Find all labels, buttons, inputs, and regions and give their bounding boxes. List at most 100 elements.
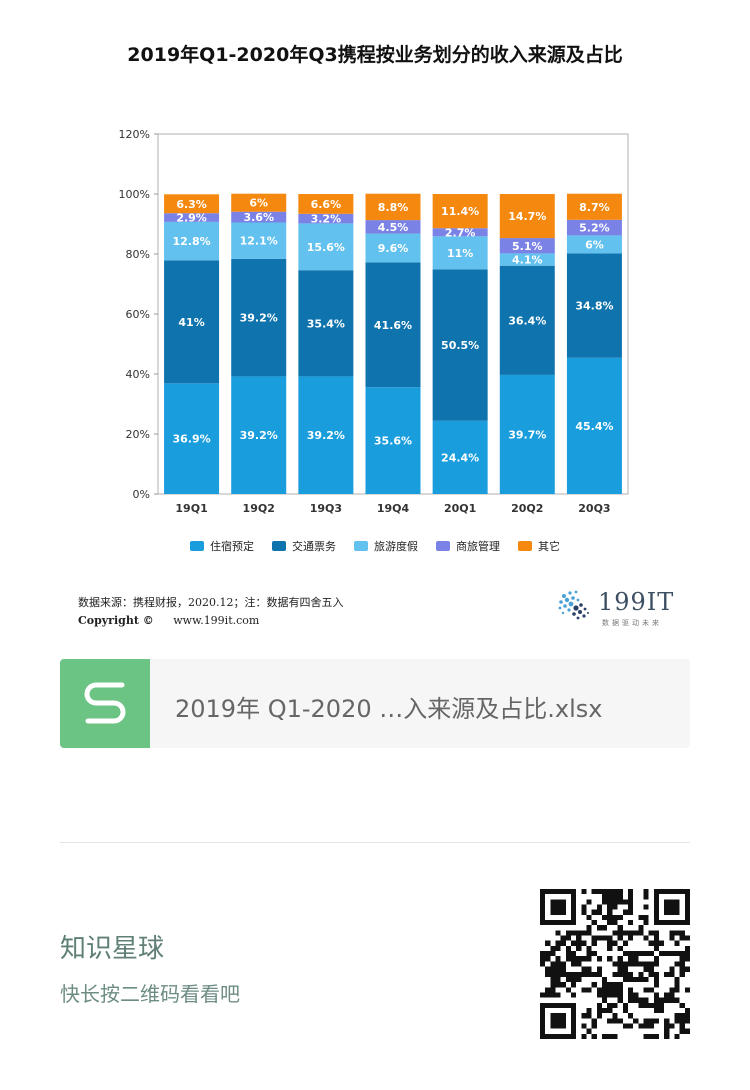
bar-segment — [432, 236, 488, 270]
data-label: 35.6% — [374, 435, 412, 448]
data-label: 5.1% — [512, 240, 543, 253]
data-label: 12.8% — [172, 235, 210, 248]
stacked-bar-chart: 0%20%40%60%80%100%120%36.9%41%12.8%2.9%6… — [119, 128, 629, 515]
bar-segment — [365, 193, 421, 221]
bar-segment — [365, 233, 421, 263]
chart-legend: 住宿预定 交通票务 旅游度假 商旅管理 其它 — [0, 538, 750, 554]
data-label: 12.1% — [240, 235, 278, 248]
data-label: 11% — [447, 247, 473, 260]
brand-logo: 199IT 数据驱动未来 — [556, 586, 686, 630]
bar-segment — [499, 194, 555, 239]
data-label: 6% — [585, 238, 604, 251]
data-label: 6.3% — [176, 198, 207, 211]
x-tick-label: 20Q1 — [444, 502, 476, 515]
data-label: 6.6% — [311, 198, 342, 211]
data-label: 39.2% — [307, 429, 345, 442]
legend-item: 旅游度假 — [354, 538, 418, 554]
y-tick-label: 0% — [133, 488, 150, 501]
copyright-url: www.199it.com — [173, 614, 260, 627]
legend-item: 住宿预定 — [190, 538, 254, 554]
bar-segment — [566, 193, 622, 220]
data-label: 39.2% — [240, 429, 278, 442]
bar-segment — [566, 235, 622, 254]
bar-segment — [432, 194, 488, 229]
data-label: 5.2% — [579, 222, 610, 235]
data-label: 35.4% — [307, 317, 345, 330]
planet-title: 知识星球 — [60, 934, 165, 964]
data-label: 2.7% — [445, 226, 476, 239]
bar-segment — [432, 420, 488, 494]
x-tick-label: 19Q4 — [377, 502, 410, 515]
data-label: 41.6% — [374, 319, 412, 332]
legend-swatch — [436, 541, 450, 551]
bar-segment — [566, 357, 622, 494]
copyright-line: Copyright © www.199it.com — [78, 614, 259, 627]
data-label: 36.4% — [508, 314, 546, 327]
bar-segment — [566, 219, 622, 236]
bar-segment — [298, 270, 354, 377]
bar-segment — [499, 253, 555, 266]
legend-swatch — [190, 541, 204, 551]
bar-segment — [365, 262, 421, 388]
y-tick-label: 20% — [126, 428, 150, 441]
data-label: 2.9% — [176, 212, 207, 225]
x-tick-label: 19Q1 — [175, 502, 207, 515]
data-label: 34.8% — [575, 300, 613, 313]
data-label: 14.7% — [508, 210, 546, 223]
data-label: 4.1% — [512, 254, 543, 267]
s-file-icon — [60, 659, 150, 748]
y-tick-label: 60% — [126, 308, 150, 321]
bar-segment — [566, 253, 622, 358]
data-label: 50.5% — [441, 339, 479, 352]
legend-label: 交通票务 — [292, 540, 336, 553]
bar-segment — [231, 222, 287, 259]
bar-segment — [164, 260, 220, 384]
data-label: 15.6% — [307, 241, 345, 254]
data-label: 4.5% — [378, 221, 409, 234]
y-tick-label: 40% — [126, 368, 150, 381]
bar-segment — [231, 211, 287, 223]
x-tick-label: 20Q3 — [578, 502, 610, 515]
data-label: 24.4% — [441, 451, 479, 464]
legend-item: 其它 — [518, 538, 560, 554]
data-label: 3.2% — [311, 213, 342, 226]
bar-segment — [499, 265, 555, 375]
bar-segment — [164, 213, 220, 222]
legend-item: 交通票务 — [272, 538, 336, 554]
legend-item: 商旅管理 — [436, 538, 500, 554]
legend-swatch — [354, 541, 368, 551]
chart-title: 2019年Q1-2020年Q3携程按业务划分的收入来源及占比 — [127, 44, 623, 66]
y-tick-label: 80% — [126, 248, 150, 261]
data-label: 39.2% — [240, 312, 278, 325]
x-tick-label: 19Q2 — [243, 502, 275, 515]
copyright-label: Copyright © — [78, 614, 154, 627]
legend-label: 住宿预定 — [210, 540, 254, 553]
dots-logo-icon — [558, 590, 589, 620]
data-label: 36.9% — [172, 433, 210, 446]
bar-segment — [298, 376, 354, 494]
data-label: 8.7% — [579, 201, 610, 214]
file-attachment-card[interactable]: 2019年 Q1-2020 …入来源及占比.xlsx — [60, 659, 690, 748]
bar-segment — [298, 223, 354, 271]
legend-label: 旅游度假 — [374, 540, 418, 553]
bar-segment — [432, 228, 488, 237]
data-label: 45.4% — [575, 420, 613, 433]
divider — [60, 842, 690, 843]
bar-segment — [231, 376, 287, 494]
bar-segment — [499, 374, 555, 494]
bar-segment — [499, 238, 555, 254]
bar-segment — [164, 383, 220, 494]
bar-segment — [298, 213, 354, 224]
bar-segment — [365, 220, 421, 234]
data-label: 6% — [249, 197, 268, 210]
data-label: 3.6% — [243, 211, 274, 224]
brand-name: 199IT — [598, 588, 675, 616]
data-label: 39.7% — [508, 428, 546, 441]
data-label: 41% — [178, 316, 204, 329]
y-tick-label: 120% — [119, 128, 150, 141]
bar-segment — [365, 387, 421, 494]
qr-code-icon[interactable] — [540, 889, 690, 1039]
bar-segment — [164, 221, 220, 261]
data-label: 8.8% — [378, 201, 409, 214]
legend-swatch — [518, 541, 532, 551]
